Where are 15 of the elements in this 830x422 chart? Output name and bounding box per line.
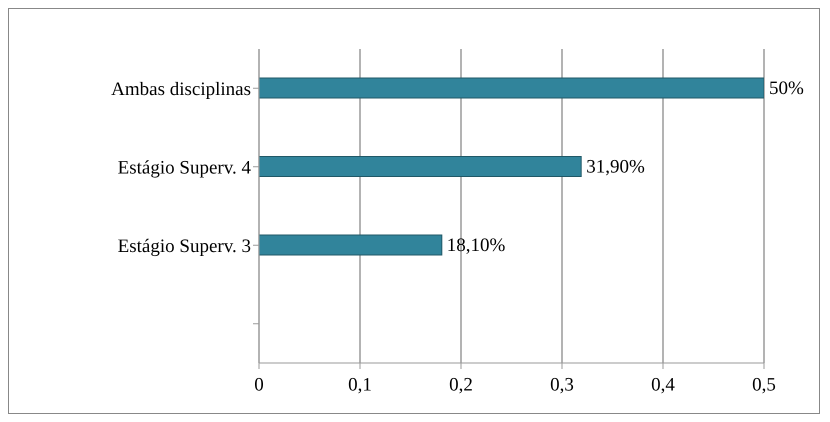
- y-tick-label: Estágio Superv. 3: [118, 236, 251, 257]
- x-tick-label: 0: [254, 374, 264, 396]
- x-tick-label: 0,5: [752, 374, 776, 396]
- x-tick-label: 0,1: [348, 374, 372, 396]
- bar: [259, 156, 582, 177]
- y-tick-label: Ambas disciplinas: [111, 78, 251, 100]
- data-label: 31,90%: [586, 156, 645, 178]
- data-label: 50%: [769, 78, 804, 99]
- x-tick-label: 0,2: [449, 374, 473, 396]
- x-tick-label: 0,4: [651, 374, 676, 396]
- data-label: 18,10%: [446, 235, 506, 256]
- y-tick-label: Estágio Superv. 4: [118, 157, 252, 178]
- bar: [259, 78, 764, 98]
- x-tick-label: 0,3: [550, 374, 574, 396]
- bar: [259, 234, 442, 256]
